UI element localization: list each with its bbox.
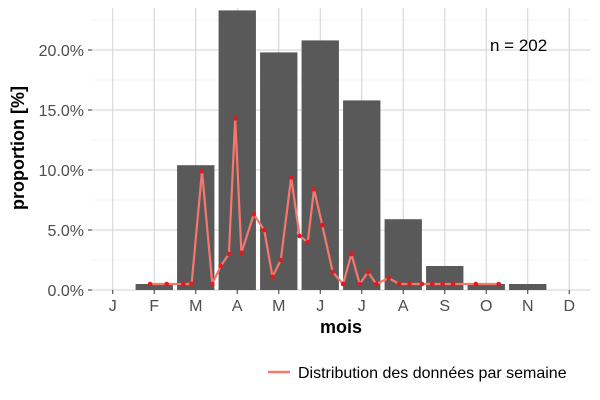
data-point <box>226 251 232 257</box>
data-point <box>311 186 317 192</box>
y-tick-label: 10.0% <box>39 163 84 180</box>
x-tick-label: F <box>149 298 159 315</box>
data-point <box>357 281 362 287</box>
data-point <box>496 281 502 287</box>
data-point <box>181 281 186 287</box>
data-point <box>297 233 302 239</box>
data-point <box>147 281 153 287</box>
data-point <box>305 239 311 245</box>
data-point <box>210 281 215 287</box>
bars <box>135 10 547 291</box>
weekly-distribution-series <box>147 116 502 287</box>
x-tick-label: J <box>358 298 366 315</box>
data-point <box>340 281 346 287</box>
data-point <box>288 174 294 180</box>
data-point <box>473 281 479 287</box>
bar <box>509 284 547 290</box>
sample-size-annotation: n = 202 <box>490 36 547 55</box>
data-point <box>407 281 412 287</box>
bar <box>426 266 464 290</box>
data-point <box>396 281 402 287</box>
legend-label: Distribution des données par semaine <box>298 365 567 382</box>
data-point <box>440 281 445 287</box>
x-tick-label: S <box>439 298 450 315</box>
data-point <box>373 281 379 287</box>
x-axis-title: mois <box>320 317 362 337</box>
bar <box>135 284 173 290</box>
x-tick-label: J <box>109 298 117 315</box>
x-tick-label: A <box>398 298 409 315</box>
data-point <box>218 263 223 269</box>
data-point <box>419 281 425 287</box>
data-point <box>251 212 257 217</box>
x-tick-label: O <box>480 298 492 315</box>
data-point <box>430 281 435 287</box>
x-tick-label: A <box>232 298 243 315</box>
data-point <box>320 222 325 228</box>
y-tick-label: 15.0% <box>39 103 84 120</box>
series-line <box>150 117 499 286</box>
x-tick-label: M <box>272 298 285 315</box>
x-tick-label: J <box>316 298 324 315</box>
bar <box>260 52 298 291</box>
data-point <box>261 227 267 233</box>
x-tick-label: M <box>189 298 202 315</box>
x-tick-label: D <box>563 298 575 315</box>
data-point <box>278 257 284 263</box>
bar <box>467 284 505 290</box>
data-point <box>232 116 238 121</box>
data-point <box>164 281 169 287</box>
data-point <box>450 281 456 287</box>
data-point <box>330 269 336 275</box>
data-point <box>199 168 205 174</box>
data-point <box>386 275 392 281</box>
y-tick-label: 0.0% <box>48 283 84 300</box>
legend: Distribution des données par semaine <box>268 365 567 382</box>
data-point <box>189 281 194 287</box>
data-point <box>239 250 244 256</box>
data-point <box>365 269 371 275</box>
y-axis-title: proportion [%] <box>8 86 28 210</box>
data-point <box>349 251 354 257</box>
data-point <box>270 274 275 280</box>
y-tick-label: 5.0% <box>48 223 84 240</box>
y-tick-label: 20.0% <box>39 43 84 60</box>
y-axis-ticks: 0.0% 5.0% 10.0% 15.0% 20.0% <box>39 43 92 300</box>
bar <box>301 40 339 291</box>
x-tick-label: N <box>522 298 534 315</box>
